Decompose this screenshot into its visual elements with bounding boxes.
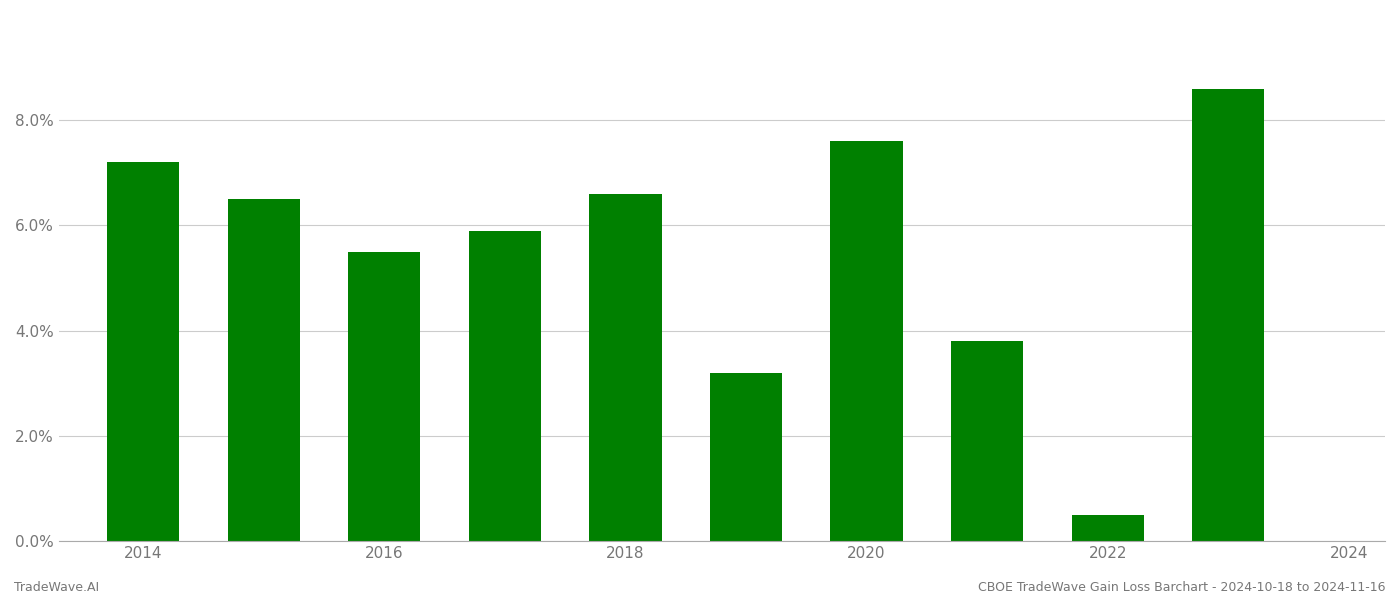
Bar [951, 341, 1023, 541]
Bar [469, 231, 540, 541]
Bar [710, 373, 783, 541]
Bar [106, 163, 179, 541]
Bar [589, 194, 662, 541]
Text: TradeWave.AI: TradeWave.AI [14, 581, 99, 594]
Text: CBOE TradeWave Gain Loss Barchart - 2024-10-18 to 2024-11-16: CBOE TradeWave Gain Loss Barchart - 2024… [979, 581, 1386, 594]
Bar [349, 252, 420, 541]
Bar [1191, 89, 1264, 541]
Bar [228, 199, 300, 541]
Bar [830, 141, 903, 541]
Bar [1071, 515, 1144, 541]
